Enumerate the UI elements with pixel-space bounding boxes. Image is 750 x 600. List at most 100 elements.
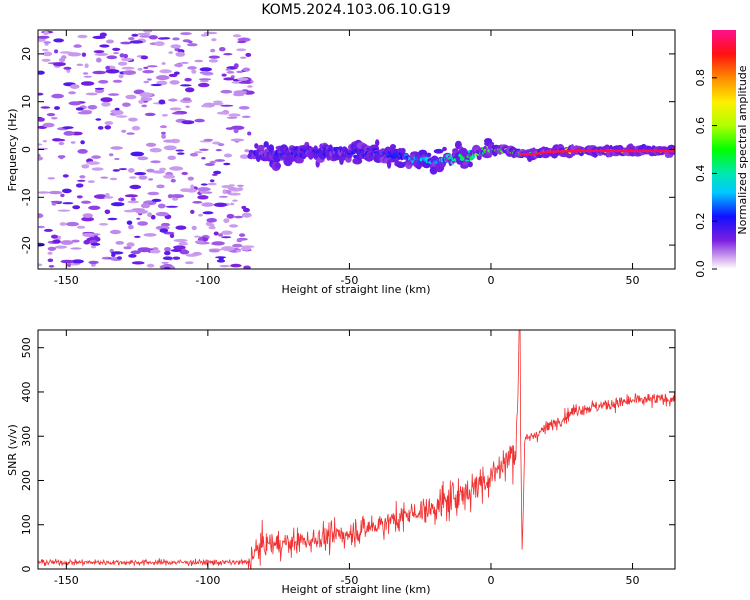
noise-blob bbox=[104, 209, 111, 215]
noise-blob bbox=[161, 261, 169, 264]
noise-blob bbox=[212, 100, 223, 103]
noise-blob bbox=[110, 146, 123, 150]
noise-blob bbox=[46, 113, 56, 117]
noise-blob bbox=[233, 90, 247, 95]
noise-blob bbox=[76, 225, 86, 229]
noise-blob bbox=[151, 198, 162, 202]
y-tick-label: 200 bbox=[20, 470, 33, 491]
noise-blob bbox=[146, 168, 155, 173]
noise-blob bbox=[63, 66, 72, 70]
noise-blob bbox=[219, 265, 231, 268]
noise-blob bbox=[77, 149, 88, 154]
noise-blob bbox=[223, 162, 231, 166]
noise-blob bbox=[122, 70, 136, 75]
noise-blob bbox=[175, 149, 184, 152]
noise-blob bbox=[245, 52, 252, 57]
snr-x-label: Height of straight line (km) bbox=[281, 583, 430, 596]
x-tick-label: -50 bbox=[340, 574, 358, 587]
noise-blob bbox=[126, 132, 135, 135]
noise-blob bbox=[138, 99, 144, 104]
colorbar-tick-label: 0.0 bbox=[694, 260, 707, 278]
noise-blob bbox=[207, 182, 217, 186]
noise-blob bbox=[170, 194, 185, 199]
noise-blob bbox=[86, 161, 100, 165]
noise-blob bbox=[84, 63, 89, 68]
noise-blob bbox=[126, 209, 134, 213]
noise-blob bbox=[202, 211, 214, 215]
noise-blob bbox=[191, 69, 197, 74]
noise-blob bbox=[105, 193, 110, 197]
noise-blob bbox=[184, 77, 192, 82]
noise-blob bbox=[139, 35, 151, 38]
ridge-halo bbox=[254, 143, 259, 149]
noise-blob bbox=[118, 168, 128, 171]
noise-blob bbox=[236, 40, 247, 44]
noise-blob bbox=[187, 176, 194, 181]
noise-blob bbox=[142, 70, 155, 74]
noise-blob bbox=[241, 212, 252, 218]
noise-blob bbox=[179, 249, 190, 255]
noise-blob bbox=[147, 78, 152, 81]
noise-blob bbox=[48, 190, 63, 195]
noise-blob bbox=[226, 71, 235, 74]
noise-blob bbox=[100, 97, 113, 103]
noise-blob bbox=[38, 263, 43, 267]
noise-blob bbox=[48, 265, 55, 268]
noise-blob bbox=[93, 50, 105, 54]
noise-blob bbox=[143, 80, 150, 84]
noise-blob bbox=[170, 249, 183, 252]
noise-blob bbox=[189, 152, 199, 157]
noise-blob bbox=[233, 63, 239, 69]
noise-blob bbox=[156, 75, 170, 81]
noise-blob bbox=[170, 44, 181, 49]
noise-blob bbox=[194, 59, 204, 63]
noise-blob bbox=[236, 184, 244, 187]
y-tick-label: 400 bbox=[20, 381, 33, 402]
noise-blob bbox=[242, 207, 250, 213]
y-tick-label: -20 bbox=[20, 236, 33, 254]
noise-blob bbox=[181, 171, 188, 176]
noise-blob bbox=[148, 178, 154, 181]
noise-blob bbox=[221, 73, 227, 77]
noise-blob bbox=[194, 235, 201, 238]
noise-blob bbox=[70, 84, 80, 89]
noise-blob bbox=[172, 256, 181, 260]
noise-blob bbox=[141, 104, 148, 108]
noise-blob bbox=[163, 174, 176, 179]
noise-blob bbox=[168, 73, 178, 78]
noise-blob bbox=[80, 81, 95, 86]
noise-blob bbox=[161, 222, 170, 227]
noise-blob bbox=[232, 34, 242, 38]
noise-blob bbox=[90, 263, 96, 267]
noise-blob bbox=[155, 211, 169, 217]
noise-blob bbox=[106, 39, 114, 44]
noise-blob bbox=[201, 202, 214, 207]
noise-blob bbox=[209, 249, 220, 253]
noise-blob bbox=[198, 236, 204, 241]
noise-blob bbox=[143, 66, 149, 69]
noise-blob bbox=[82, 232, 95, 237]
noise-blob bbox=[182, 97, 191, 101]
noise-blob bbox=[41, 48, 49, 52]
noise-blob bbox=[104, 125, 112, 130]
noise-blob bbox=[192, 201, 203, 204]
noise-blob bbox=[41, 58, 51, 62]
noise-blob bbox=[108, 153, 114, 157]
spectrogram-y-label: Frequency (Hz) bbox=[6, 109, 19, 192]
noise-blob bbox=[112, 47, 121, 52]
noise-blob bbox=[237, 187, 244, 191]
noise-blob bbox=[105, 69, 120, 74]
noise-blob bbox=[137, 156, 149, 161]
noise-blob bbox=[114, 107, 120, 111]
ridge-halo bbox=[375, 139, 380, 147]
noise-blob bbox=[143, 30, 153, 33]
noise-blob bbox=[218, 257, 224, 260]
noise-blob bbox=[221, 230, 233, 235]
noise-blob bbox=[137, 67, 143, 71]
noise-blob bbox=[147, 191, 160, 196]
noise-blob bbox=[129, 176, 137, 179]
x-tick-label: 50 bbox=[626, 274, 640, 287]
noise-blob bbox=[94, 88, 105, 94]
noise-blob bbox=[38, 92, 44, 96]
noise-blob bbox=[94, 87, 105, 90]
